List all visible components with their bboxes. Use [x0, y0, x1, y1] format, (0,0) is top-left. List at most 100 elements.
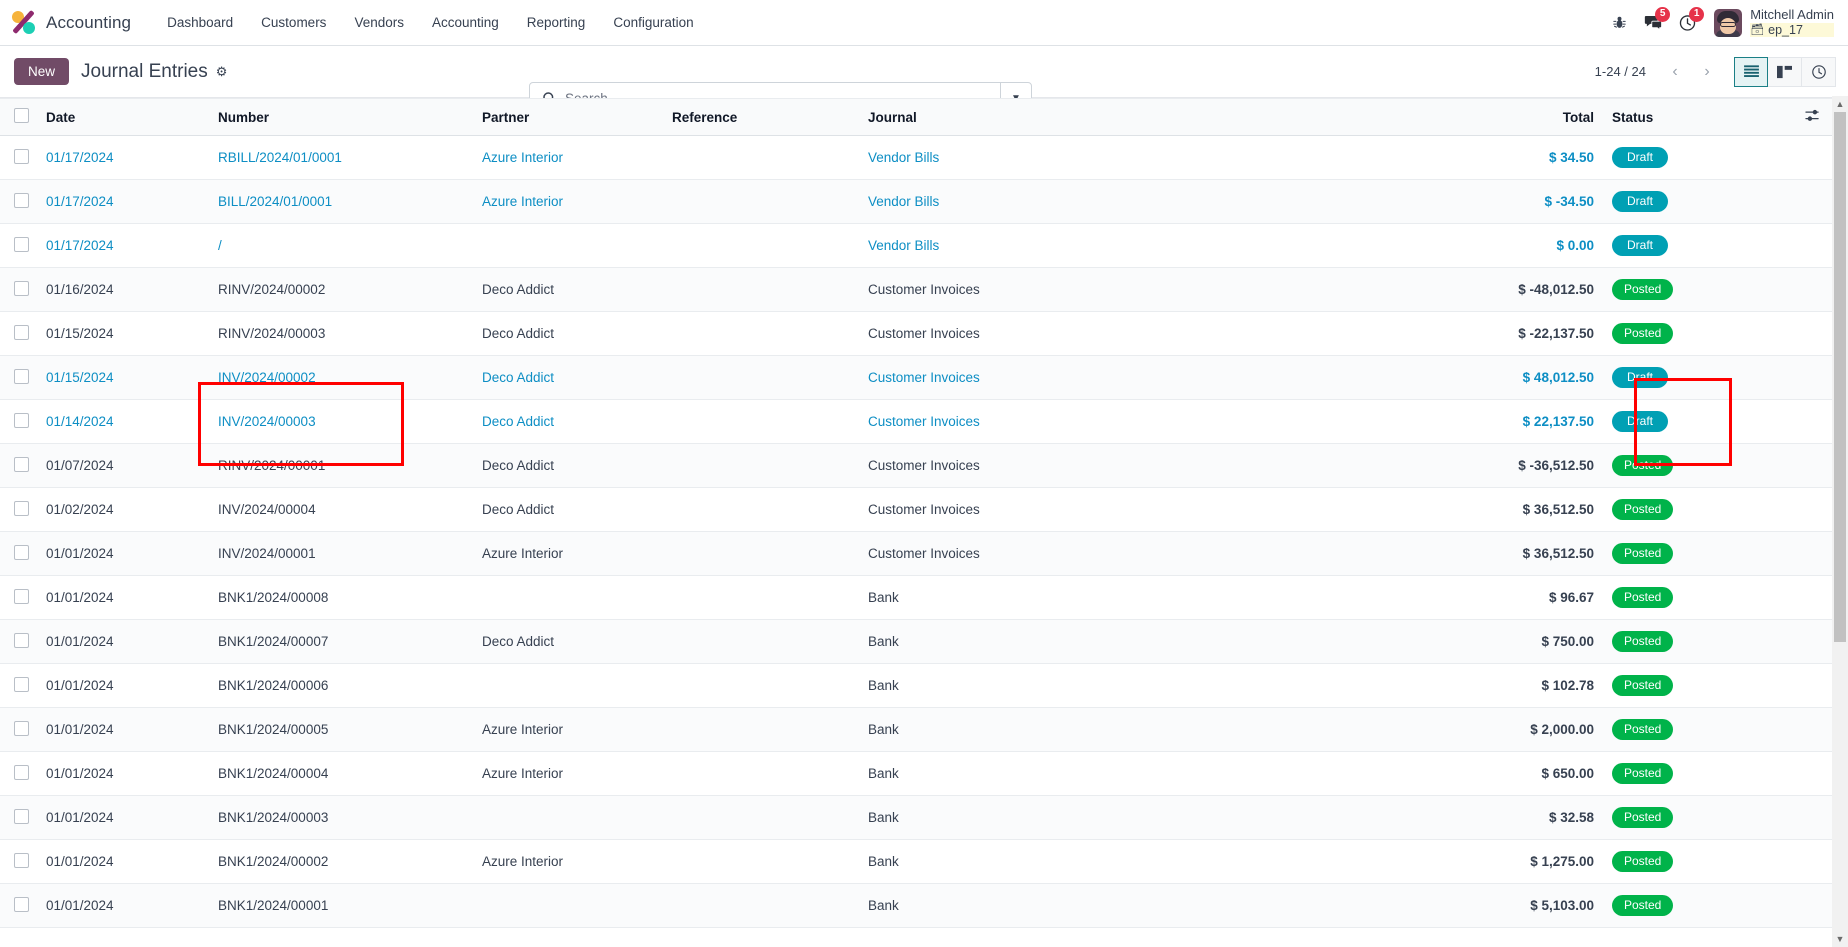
cell-partner[interactable]: [474, 575, 664, 620]
cell-partner[interactable]: [474, 223, 664, 268]
messages-icon[interactable]: 5: [1636, 6, 1671, 40]
cell-reference[interactable]: [664, 355, 860, 400]
cell-partner[interactable]: Azure Interior: [474, 531, 664, 576]
table-row[interactable]: 01/14/2024 INV/2024/00003 Deco Addict Custo…: [0, 399, 1832, 444]
cell-journal[interactable]: Bank: [860, 839, 1332, 884]
cell-date[interactable]: 01/07/2024: [38, 443, 210, 488]
new-button[interactable]: New: [14, 58, 70, 85]
cell-journal[interactable]: Bank: [860, 575, 1332, 620]
cell-number[interactable]: BNK1/2024/00003: [210, 795, 474, 840]
table-row[interactable]: 01/01/2024 BNK1/2024/00006 Bank $ 102.78 Pos…: [0, 663, 1832, 708]
cell-partner[interactable]: Deco Addict: [474, 311, 664, 356]
column-options-icon[interactable]: [1804, 109, 1820, 125]
cell-partner[interactable]: [474, 883, 664, 928]
cell-number[interactable]: INV/2024/00002: [210, 355, 474, 400]
cell-journal[interactable]: Customer Invoices: [860, 443, 1332, 488]
row-checkbox[interactable]: [14, 764, 29, 780]
cell-journal[interactable]: Bank: [860, 663, 1332, 708]
cell-date[interactable]: 01/01/2024: [38, 531, 210, 576]
table-row[interactable]: 01/01/2024 BNK1/2024/00002 Azure Interior B…: [0, 839, 1832, 884]
cell-reference[interactable]: [664, 223, 860, 268]
cell-number[interactable]: RINV/2024/00001: [210, 443, 474, 488]
row-checkbox[interactable]: [14, 412, 29, 428]
cell-reference[interactable]: [664, 135, 860, 180]
cell-number[interactable]: BILL/2024/01/0001: [210, 179, 474, 224]
cell-date[interactable]: 01/17/2024: [38, 135, 210, 180]
row-checkbox[interactable]: [14, 852, 29, 868]
menu-item-configuration[interactable]: Configuration: [613, 15, 694, 30]
column-header-status[interactable]: Status: [1602, 98, 1792, 136]
cell-partner[interactable]: [474, 663, 664, 708]
cell-partner[interactable]: Deco Addict: [474, 355, 664, 400]
cell-number[interactable]: BNK1/2024/00004: [210, 751, 474, 796]
row-checkbox[interactable]: [14, 544, 29, 560]
row-checkbox[interactable]: [14, 192, 29, 208]
cell-date[interactable]: 01/01/2024: [38, 751, 210, 796]
list-view-button[interactable]: [1734, 56, 1768, 87]
table-row[interactable]: 01/15/2024 RINV/2024/00003 Deco Addict Cust…: [0, 311, 1832, 356]
cell-reference[interactable]: [664, 399, 860, 444]
cell-journal[interactable]: Bank: [860, 751, 1332, 796]
cell-number[interactable]: BNK1/2024/00005: [210, 707, 474, 752]
cell-date[interactable]: 01/01/2024: [38, 663, 210, 708]
cell-number[interactable]: RINV/2024/00002: [210, 267, 474, 312]
cell-partner[interactable]: Deco Addict: [474, 487, 664, 532]
cell-number[interactable]: BNK1/2024/00008: [210, 575, 474, 620]
cell-journal[interactable]: Customer Invoices: [860, 531, 1332, 576]
activity-view-button[interactable]: [1802, 56, 1836, 87]
table-row[interactable]: 01/17/2024 RBILL/2024/01/0001 Azure Interi…: [0, 135, 1832, 180]
row-checkbox[interactable]: [14, 720, 29, 736]
cell-partner[interactable]: Azure Interior: [474, 751, 664, 796]
pager-next-button[interactable]: ›: [1692, 56, 1722, 87]
cell-number[interactable]: INV/2024/00004: [210, 487, 474, 532]
cell-date[interactable]: 01/01/2024: [38, 883, 210, 928]
cell-reference[interactable]: [664, 707, 860, 752]
cell-journal[interactable]: Vendor Bills: [860, 223, 1332, 268]
row-checkbox[interactable]: [14, 148, 29, 164]
cell-journal[interactable]: Customer Invoices: [860, 487, 1332, 532]
cell-reference[interactable]: [664, 487, 860, 532]
bug-icon[interactable]: [1602, 6, 1636, 40]
cell-number[interactable]: RINV/2024/00003: [210, 311, 474, 356]
cell-reference[interactable]: [664, 443, 860, 488]
cell-journal[interactable]: Bank: [860, 619, 1332, 664]
table-row[interactable]: 01/01/2024 BNK1/2024/00005 Azure Interior B…: [0, 707, 1832, 752]
menu-item-customers[interactable]: Customers: [261, 15, 327, 30]
column-header-partner[interactable]: Partner: [474, 98, 664, 136]
row-checkbox[interactable]: [14, 368, 29, 384]
cell-partner[interactable]: Azure Interior: [474, 179, 664, 224]
column-header-total[interactable]: Total: [1332, 98, 1602, 136]
cell-date[interactable]: 01/01/2024: [38, 575, 210, 620]
row-checkbox[interactable]: [14, 632, 29, 648]
row-checkbox[interactable]: [14, 236, 29, 252]
scrollbar-thumb[interactable]: [1834, 112, 1846, 642]
cell-date[interactable]: 01/01/2024: [38, 619, 210, 664]
scroll-up-arrow-icon[interactable]: ▲: [1835, 99, 1845, 109]
cell-journal[interactable]: Bank: [860, 795, 1332, 840]
cell-number[interactable]: BNK1/2024/00006: [210, 663, 474, 708]
cell-date[interactable]: 01/15/2024: [38, 355, 210, 400]
row-checkbox[interactable]: [14, 324, 29, 340]
cell-reference[interactable]: [664, 179, 860, 224]
column-header-number[interactable]: Number: [210, 98, 474, 136]
menu-item-vendors[interactable]: Vendors: [354, 15, 404, 30]
cell-date[interactable]: 01/14/2024: [38, 399, 210, 444]
cell-date[interactable]: 01/15/2024: [38, 311, 210, 356]
row-checkbox[interactable]: [14, 588, 29, 604]
cell-reference[interactable]: [664, 575, 860, 620]
scroll-down-arrow-icon[interactable]: ▼: [1835, 934, 1845, 944]
avatar[interactable]: [1714, 8, 1743, 37]
cell-date[interactable]: 01/17/2024: [38, 179, 210, 224]
cell-number[interactable]: RBILL/2024/01/0001: [210, 135, 474, 180]
cell-reference[interactable]: [664, 795, 860, 840]
cell-date[interactable]: 01/01/2024: [38, 839, 210, 884]
table-row[interactable]: 01/01/2024 BNK1/2024/00004 Azure Interior B…: [0, 751, 1832, 796]
cell-reference[interactable]: [664, 663, 860, 708]
menu-item-accounting[interactable]: Accounting: [431, 15, 499, 30]
cell-date[interactable]: 01/01/2024: [38, 707, 210, 752]
cell-reference[interactable]: [664, 267, 860, 312]
user-menu[interactable]: Mitchell Admin 🗃 ep_17: [1750, 7, 1834, 38]
cell-number[interactable]: BNK1/2024/00001: [210, 883, 474, 928]
cell-journal[interactable]: Customer Invoices: [860, 399, 1332, 444]
column-header-date[interactable]: Date: [38, 98, 210, 136]
